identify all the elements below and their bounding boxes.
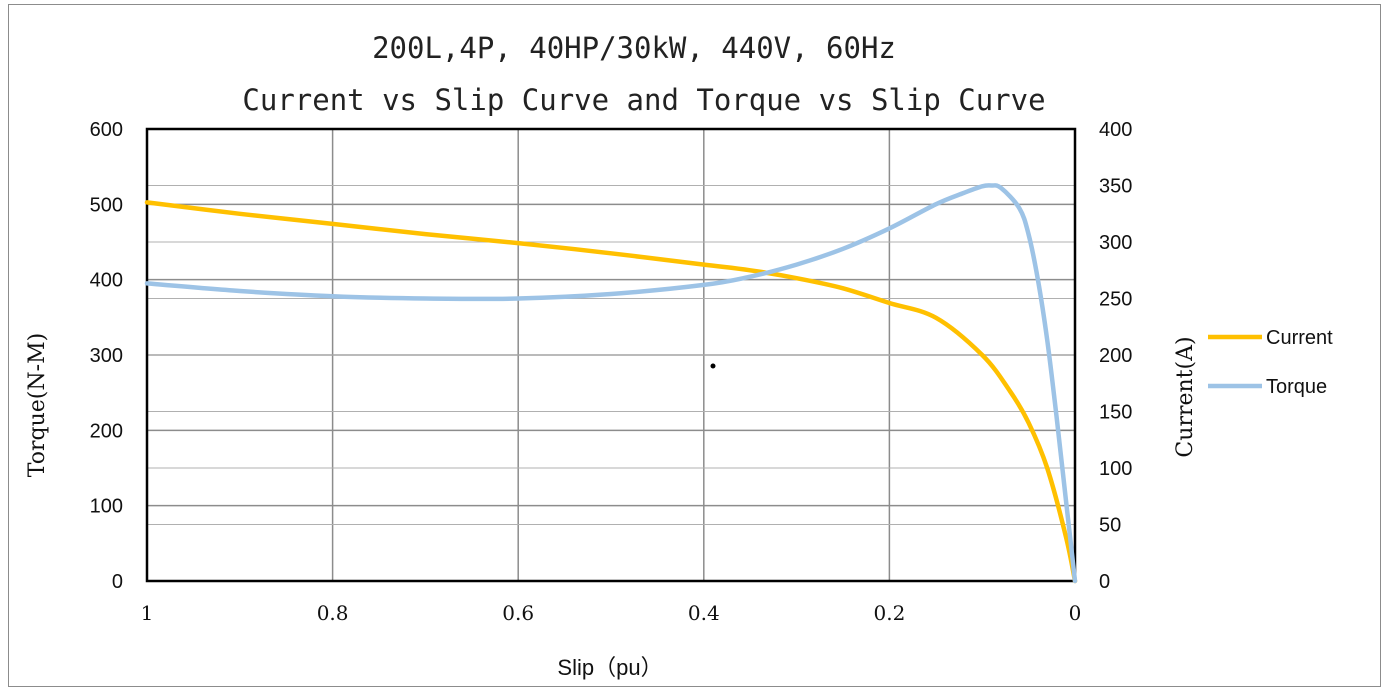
legend-label-current: Current [1266, 327, 1333, 349]
series-line-torque [147, 185, 1075, 581]
y2-axis-label: Current(A) [1173, 336, 1198, 457]
x-tick-label: 0.2 [873, 601, 905, 625]
chart-title: 200L,4P, 40HP/30kW, 440V, 60Hz [372, 31, 896, 65]
y2-tick-label: 400 [1099, 119, 1132, 141]
x-tick-label: 0.8 [317, 601, 349, 625]
y-tick-label: 500 [90, 194, 123, 216]
y-axis-label: Torque(N-M) [25, 333, 50, 477]
y2-axis-ticks: 0 50 100 150 200 250 300 350 400 [1099, 119, 1132, 593]
y2-tick-label: 150 [1099, 402, 1132, 424]
y-tick-label: 200 [90, 420, 123, 442]
y2-tick-label: 300 [1099, 232, 1132, 254]
y2-tick-label: 0 [1099, 571, 1110, 593]
y-axis-ticks: 0 100 200 300 400 500 600 [90, 119, 123, 593]
x-tick-label: 0.6 [502, 601, 534, 625]
y-tick-label: 300 [90, 345, 123, 367]
stray-dot-marker [711, 364, 716, 369]
y2-tick-label: 100 [1099, 458, 1132, 480]
y-tick-label: 400 [90, 270, 123, 292]
legend: Current Torque [1208, 327, 1333, 398]
x-tick-label: 1 [141, 601, 154, 625]
series-lines [147, 185, 1075, 581]
y2-tick-label: 50 [1099, 515, 1121, 537]
chart-subtitle: Current vs Slip Curve and Torque vs Slip… [242, 83, 1045, 117]
y-tick-label: 100 [90, 496, 123, 518]
y-tick-label: 600 [90, 119, 123, 141]
y-tick-label: 0 [112, 571, 123, 593]
y2-tick-label: 200 [1099, 345, 1132, 367]
x-tick-label: 0 [1069, 601, 1082, 625]
x-tick-label: 0.4 [688, 601, 720, 625]
grid-lines [147, 129, 1075, 581]
y2-tick-label: 250 [1099, 289, 1132, 311]
legend-label-torque: Torque [1266, 376, 1327, 398]
x-axis-label: Slip（pu） [557, 655, 662, 680]
x-axis-ticks: 1 0.8 0.6 0.4 0.2 0 [141, 601, 1082, 625]
y2-tick-label: 350 [1099, 176, 1132, 198]
